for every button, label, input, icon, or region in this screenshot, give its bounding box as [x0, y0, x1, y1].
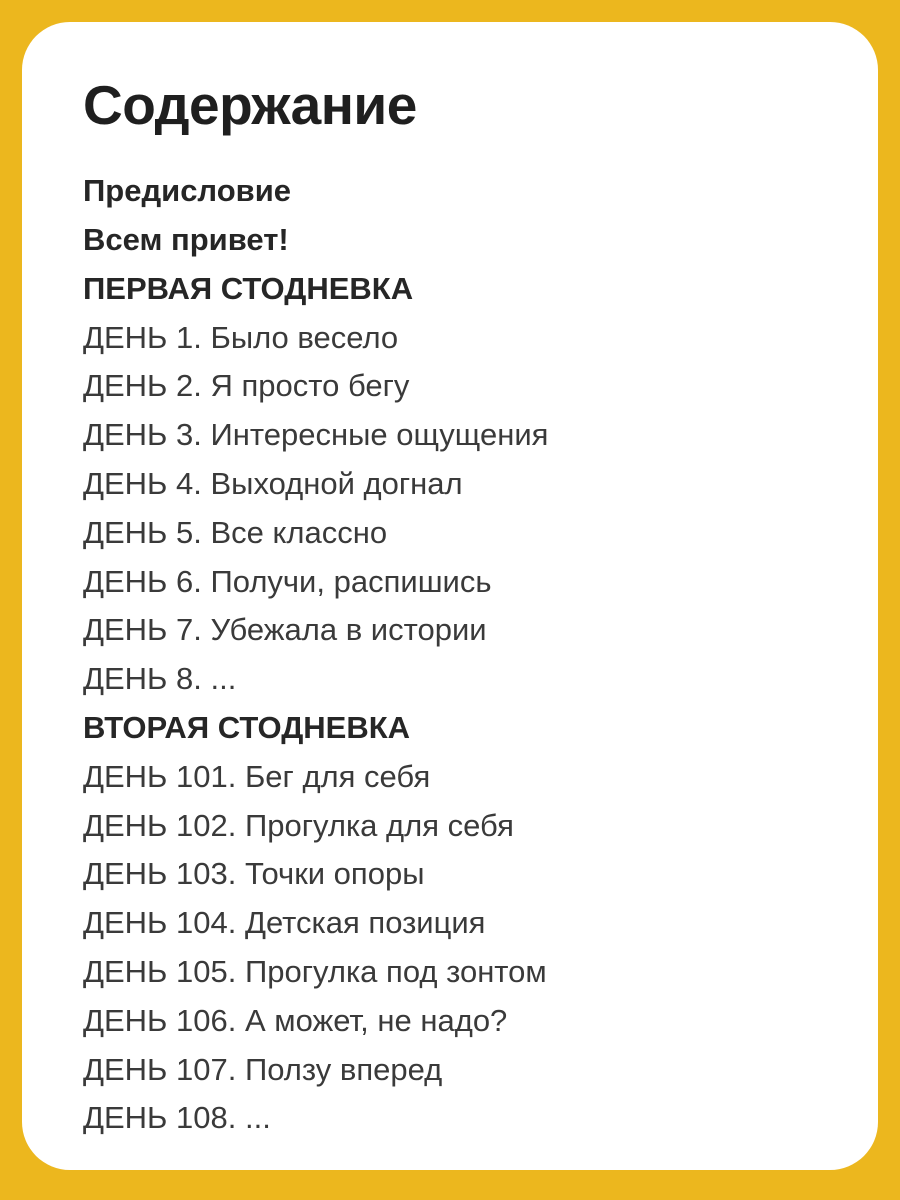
toc-item: ДЕНЬ 4. Выходной догнал — [83, 466, 463, 502]
toc-item: ДЕНЬ 6. Получи, распишись — [83, 563, 492, 599]
toc-item: ПЕРВАЯ СТОДНЕВКА — [83, 270, 414, 306]
toc-item: ДЕНЬ 106. А может, не надо? — [83, 1002, 508, 1038]
page-title: Содержание — [83, 74, 417, 136]
toc-item: Всем привет! — [83, 222, 289, 258]
toc-list: Предисловие Всем привет! ПЕРВАЯ СТОДНЕВКА Д… — [83, 167, 838, 1143]
toc-item: ДЕНЬ 7. Убежала в истории — [83, 612, 487, 648]
toc-item: ДЕНЬ 5. Все классно — [83, 514, 388, 550]
toc-item: ДЕНЬ 108. ... — [83, 1100, 271, 1136]
contents-card: Содержание Предисловие Всем привет! ПЕРВАЯ… — [22, 22, 878, 1170]
toc-item: ДЕНЬ 107. Ползу вперед — [83, 1051, 443, 1087]
toc-item: ДЕНЬ 103. Точки опоры — [83, 856, 425, 892]
toc-item: Предисловие — [83, 173, 292, 209]
toc-item: ВТОРАЯ СТОДНЕВКА — [83, 710, 411, 746]
toc-item: ДЕНЬ 3. Интересные ощущения — [83, 417, 549, 453]
toc-item: ДЕНЬ 105. Прогулка под зонтом — [83, 954, 547, 989]
toc-item: ДЕНЬ 102. Прогулка для себя — [83, 807, 514, 843]
toc-item: ДЕНЬ 2. Я просто бегу — [83, 368, 410, 404]
toc-item: ДЕНЬ 101. Бег для себя — [83, 758, 431, 794]
toc-item: ДЕНЬ 1. Было весело — [83, 319, 399, 355]
toc-item: ДЕНЬ 104. Детская позиция — [83, 905, 486, 941]
toc-item: ДЕНЬ 8. ... — [83, 661, 237, 697]
